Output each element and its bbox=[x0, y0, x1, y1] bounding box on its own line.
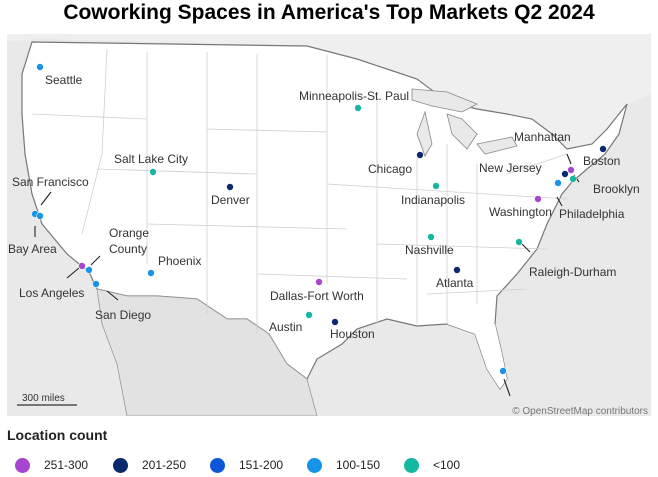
label-seattle: Seattle bbox=[45, 73, 83, 87]
marker-orange-county[interactable] bbox=[85, 266, 93, 274]
attribution[interactable]: © OpenStreetMap contributors bbox=[512, 406, 648, 416]
label-atlanta: Atlanta bbox=[436, 276, 474, 290]
arrow-san-francisco bbox=[40, 191, 52, 206]
legend-swatch bbox=[307, 457, 322, 473]
label-salt-lake-city: Salt Lake City bbox=[114, 152, 188, 166]
marker-san-diego[interactable] bbox=[92, 280, 100, 288]
marker-denver[interactable] bbox=[226, 183, 234, 191]
label-boston: Boston bbox=[583, 154, 620, 168]
label-chicago: Chicago bbox=[368, 162, 412, 176]
label-denver: Denver bbox=[211, 193, 250, 207]
mexico-landmass bbox=[96, 288, 318, 416]
legend-label: 100-150 bbox=[336, 458, 381, 472]
state-borders bbox=[31, 48, 568, 334]
label-san-diego: San Diego bbox=[95, 308, 151, 322]
map-canvas[interactable]: © OpenStreetMap contributors 300 miles S… bbox=[7, 34, 651, 416]
legend-label: 251-300 bbox=[44, 458, 89, 472]
marker-nashville[interactable] bbox=[427, 233, 435, 241]
marker-boston[interactable] bbox=[599, 145, 607, 153]
label-austin: Austin bbox=[269, 320, 302, 334]
legend-label: 201-250 bbox=[142, 458, 187, 472]
marker-miami[interactable] bbox=[499, 367, 507, 375]
legend-item-100-150: 100-150 bbox=[307, 456, 380, 474]
arrow-philadelphia bbox=[556, 196, 563, 207]
label-philadelphia: Philadelphia bbox=[559, 207, 625, 221]
scale-bar-label: 300 miles bbox=[22, 393, 65, 404]
marker-philadelphia[interactable] bbox=[554, 179, 562, 187]
legend-label: <100 bbox=[433, 458, 461, 472]
label-indianapolis: Indianapolis bbox=[401, 193, 465, 207]
label-nashville: Nashville bbox=[405, 243, 454, 257]
market-markers: Seattle San Francisco Bay Area Los Angeles O… bbox=[8, 63, 640, 375]
marker-seattle[interactable] bbox=[36, 63, 44, 71]
label-orange-county: Orange County bbox=[109, 226, 149, 256]
marker-bay-area[interactable] bbox=[36, 212, 44, 220]
label-manhattan: Manhattan bbox=[514, 130, 571, 144]
arrow-los-angeles bbox=[66, 267, 80, 279]
marker-los-angeles[interactable] bbox=[78, 262, 86, 270]
label-new-jersey: New Jersey bbox=[479, 161, 542, 175]
canada-landmass bbox=[7, 34, 651, 149]
legend-item-lt-100: <100 bbox=[404, 456, 460, 474]
arrow-raleigh-durham bbox=[521, 243, 531, 253]
arrow-orange-county bbox=[90, 255, 101, 266]
arrow-manhattan bbox=[566, 153, 572, 165]
label-raleigh-durham: Raleigh-Durham bbox=[529, 265, 616, 279]
basemap: © OpenStreetMap contributors 300 miles S… bbox=[7, 34, 651, 416]
marker-minneapolis-st-paul[interactable] bbox=[354, 104, 362, 112]
legend-swatch bbox=[15, 457, 30, 473]
marker-houston[interactable] bbox=[331, 318, 339, 326]
marker-salt-lake-city[interactable] bbox=[149, 168, 157, 176]
map-title: Coworking Spaces in America's Top Market… bbox=[63, 1, 595, 24]
marker-chicago[interactable] bbox=[416, 151, 424, 159]
marker-new-jersey[interactable] bbox=[561, 170, 569, 178]
label-washington: Washington bbox=[489, 205, 552, 219]
florida bbox=[447, 324, 507, 389]
legend-label: 151-200 bbox=[239, 458, 284, 472]
marker-brooklyn[interactable] bbox=[569, 175, 577, 183]
marker-washington[interactable] bbox=[534, 195, 542, 203]
legend-swatch bbox=[210, 457, 225, 473]
label-los-angeles: Los Angeles bbox=[19, 286, 84, 300]
marker-raleigh-durham[interactable] bbox=[515, 238, 523, 246]
legend-item-151-200: 151-200 bbox=[210, 456, 283, 474]
marker-phoenix[interactable] bbox=[147, 269, 155, 277]
legend-title: Location count bbox=[7, 427, 108, 443]
label-san-francisco: San Francisco bbox=[12, 175, 89, 189]
label-brooklyn: Brooklyn bbox=[593, 182, 640, 196]
legend-swatch bbox=[404, 457, 419, 473]
label-minneapolis-st-paul: Minneapolis-St. Paul bbox=[299, 89, 409, 103]
label-dallas-fort-worth: Dallas-Fort Worth bbox=[270, 289, 364, 303]
label-phoenix: Phoenix bbox=[158, 254, 201, 268]
label-bay-area: Bay Area bbox=[8, 242, 57, 256]
marker-indianapolis[interactable] bbox=[432, 182, 440, 190]
legend-item-251-300: 251-300 bbox=[15, 456, 88, 474]
label-houston: Houston bbox=[330, 327, 375, 341]
great-lakes bbox=[411, 88, 518, 157]
legend-swatch bbox=[113, 457, 128, 473]
scale-bar: 300 miles bbox=[17, 393, 77, 406]
marker-atlanta[interactable] bbox=[453, 266, 461, 274]
marker-austin[interactable] bbox=[305, 311, 313, 319]
marker-manhattan[interactable] bbox=[567, 166, 575, 174]
arrow-miami bbox=[503, 378, 511, 397]
arrow-san-diego bbox=[106, 290, 119, 301]
legend-item-201-250: 201-250 bbox=[113, 456, 186, 474]
marker-dallas-fort-worth[interactable] bbox=[315, 278, 323, 286]
